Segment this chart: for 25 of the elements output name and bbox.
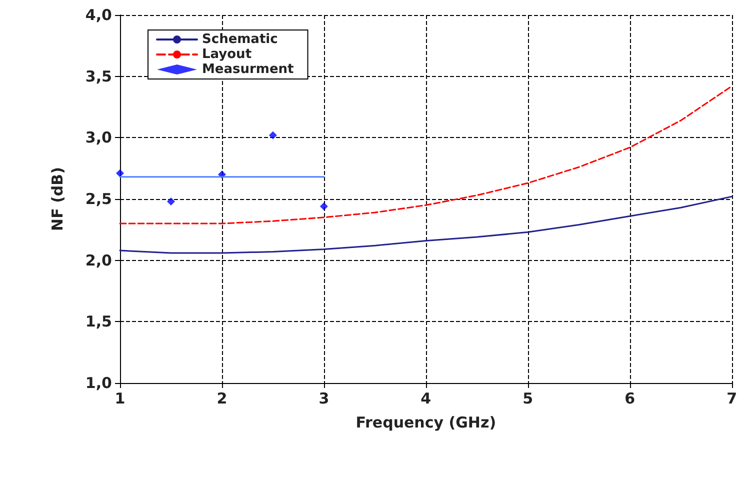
y-tick-label: 1,5	[85, 312, 112, 331]
point	[166, 197, 175, 206]
line-series	[119, 196, 733, 254]
x-tick-label: 6	[624, 390, 636, 408]
legend-label: Measurment	[202, 62, 294, 77]
point	[268, 131, 277, 140]
x-axis-title: Frequency (GHz)	[356, 414, 496, 432]
y-tick-label: 2,0	[85, 251, 112, 270]
point	[320, 202, 328, 210]
legend-label: Schematic	[202, 32, 278, 47]
x-tick-label: 5	[522, 390, 534, 408]
x-tick-label: 4	[420, 390, 432, 408]
legend-label: Layout	[202, 47, 252, 62]
line-series	[119, 85, 733, 224]
y-axis-title: NF (dB)	[48, 167, 66, 231]
y-tick-label: 4,0	[85, 6, 112, 24]
y-tick-label: 3,5	[85, 67, 112, 86]
x-tick-label: 3	[318, 390, 330, 408]
point	[116, 169, 124, 178]
y-tick-label: 1,0	[85, 374, 112, 392]
y-tick-label: 2,5	[85, 190, 112, 208]
x-tick-label: 7	[726, 390, 737, 408]
y-tick-label: 3,0	[85, 128, 112, 147]
x-tick-label: 2	[216, 390, 228, 408]
x-tick-label: 1	[114, 390, 126, 408]
